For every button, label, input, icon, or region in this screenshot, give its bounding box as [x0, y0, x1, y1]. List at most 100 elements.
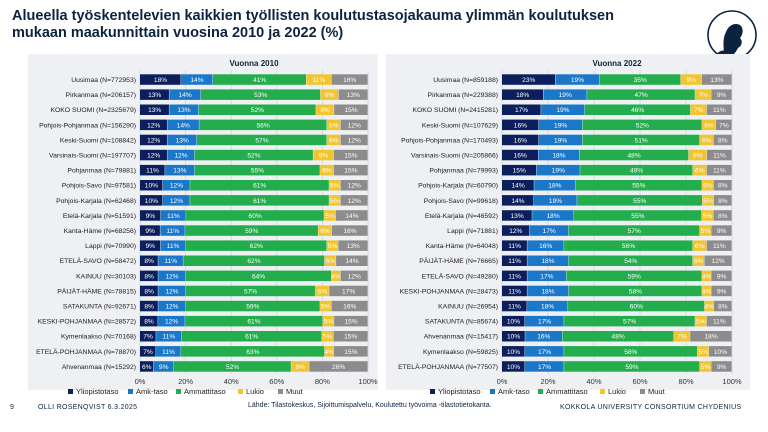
bar-segment-yliopistotaso [502, 180, 534, 191]
category-label: Pohjois-Karjala (N=60790) [418, 183, 498, 190]
data-label: 16% [514, 152, 527, 159]
data-label: 15% [513, 168, 526, 175]
bar-segment-lukio [704, 300, 714, 312]
data-label: 11% [713, 319, 726, 326]
bar-segment-yliopistotaso [502, 255, 527, 266]
data-label: 16% [514, 137, 527, 144]
data-label: 14% [190, 77, 203, 84]
bar-segment-muut [690, 331, 732, 342]
bar-segment-ammattitaso [568, 285, 702, 297]
data-label: 58% [624, 349, 637, 356]
bar-segment-amk-taso [162, 180, 190, 191]
bar-segment-amk-taso [165, 164, 195, 176]
bar-segment-yliopistotaso [502, 149, 539, 161]
bar-segment-yliopistotaso [140, 346, 156, 357]
data-label: 54% [624, 258, 637, 265]
bar-segment-yliopistotaso [502, 195, 534, 206]
bar-segment-ammattitaso [185, 300, 320, 312]
data-label: 6% [329, 122, 339, 129]
bar-segment-ammattitaso [181, 346, 325, 357]
data-label: 61% [245, 334, 258, 341]
bar-segment-amk-taso [536, 164, 580, 176]
category-label: ETELÄ-POHJANMAA (N=78870) [36, 348, 136, 356]
bar-segment-ammattitaso [197, 134, 327, 146]
bar-segment-yliopistotaso [502, 270, 527, 282]
data-label: 58% [629, 288, 642, 295]
bar-segment-ammattitaso [580, 164, 693, 176]
bar-segment-ammattitaso [194, 164, 320, 176]
bar-segment-lukio [315, 285, 329, 297]
bar-segment-lukio [324, 210, 336, 221]
data-label: 47% [635, 92, 648, 99]
data-label: 11% [713, 152, 726, 159]
data-label: 14% [345, 213, 358, 220]
bar-segment-yliopistotaso [502, 315, 525, 327]
data-label: 4% [702, 273, 712, 280]
data-label: 49% [630, 168, 643, 175]
bar-segment-ammattitaso [185, 315, 323, 327]
legend-swatch [238, 389, 243, 394]
data-label: 13% [148, 107, 161, 114]
data-label: 11% [166, 228, 179, 235]
bar-segment-amk-taso [527, 240, 564, 251]
bar-segment-lukio [673, 331, 690, 342]
x-tick-label: 60% [632, 377, 647, 386]
bar-segment-yliopistotaso [140, 149, 167, 161]
data-label: 18% [516, 92, 529, 99]
category-label: Ahvenanmaa (N=15417) [424, 334, 498, 341]
data-label: 12% [348, 183, 361, 190]
bar-segment-lukio [692, 164, 707, 176]
bar-segment-lukio [692, 240, 707, 251]
bar-segment-lukio [320, 164, 334, 176]
data-label: 35% [634, 77, 647, 84]
data-label: 18% [552, 152, 565, 159]
bar-segment-ammattitaso [582, 119, 702, 131]
bar-segment-amk-taso [156, 331, 182, 342]
bar-segment-yliopistotaso [140, 164, 165, 176]
data-label: 4% [331, 273, 341, 280]
bar-segment-muut [713, 134, 732, 146]
data-label: 19% [556, 107, 569, 114]
data-label: 52% [636, 122, 649, 129]
category-label: Kanta-Häme (N=64048) [426, 243, 498, 250]
data-label: 12% [170, 198, 183, 205]
bar-segment-ammattitaso [575, 180, 702, 191]
category-label: KESKI-POHJANMAA (N=28473) [400, 288, 498, 295]
data-label: 11% [162, 349, 175, 356]
data-label: 61% [247, 319, 260, 326]
bar-segment-amk-taso [529, 225, 569, 236]
bar-segment-yliopistotaso [140, 300, 158, 312]
bar-segment-muut [711, 285, 732, 297]
bar-segment-lukio [331, 270, 341, 282]
bar-segment-lukio [324, 346, 334, 357]
data-label: 11% [508, 288, 521, 295]
legend-swatch [176, 389, 181, 394]
bar-segment-lukio [702, 285, 711, 297]
bar-segment-muut [704, 255, 732, 266]
bar-segment-lukio [320, 300, 332, 312]
category-label: Pohjois-Pohjanmaa (N=170493) [401, 137, 498, 144]
data-label: 62% [250, 243, 263, 250]
bar-segment-yliopistotaso [502, 361, 525, 372]
bar-segment-muut [711, 361, 732, 372]
data-label: 48% [612, 334, 625, 341]
data-label: 8% [693, 152, 703, 159]
data-label: 5% [321, 303, 331, 310]
data-label: 9% [145, 243, 155, 250]
data-label: 11% [167, 243, 180, 250]
data-label: 12% [147, 122, 160, 129]
category-label: Pirkanmaa (N=206157) [66, 92, 136, 99]
data-label: 13% [347, 92, 360, 99]
bar-segment-lukio [701, 210, 714, 221]
data-label: 17% [538, 349, 551, 356]
bar-segment-muut [709, 346, 732, 357]
bar-segment-ammattitaso [183, 255, 325, 266]
bar-segment-lukio [321, 331, 334, 342]
legend-label: Lukio [246, 387, 264, 396]
data-label: 8% [144, 319, 154, 326]
data-label: 41% [253, 77, 266, 84]
bar-segment-yliopistotaso [502, 104, 541, 115]
category-label: Pohjois-Savo (N=99618) [424, 198, 498, 205]
bar-segment-muut [340, 180, 368, 191]
data-label: 53% [254, 92, 267, 99]
